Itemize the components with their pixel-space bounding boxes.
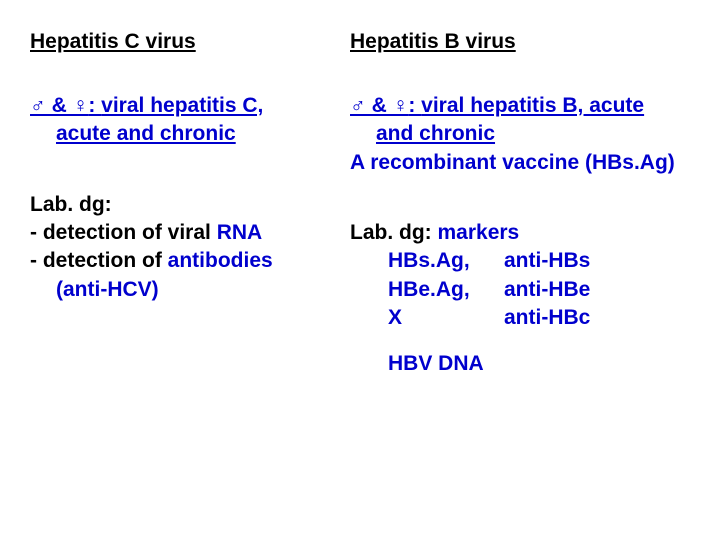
hcv-heading: Hepatitis C virus [30, 30, 196, 54]
hcv-lab-2a: - detection of [30, 249, 168, 272]
hbv-clinical-line1: ♂ & ♀: viral hepatitis B, acute [350, 92, 700, 120]
hbv-lab-block: Lab. dg: markers HBs.Ag, anti-HBs HBe.Ag… [350, 219, 700, 379]
hbv-vaccine: A recombinant vaccine (HBs.Ag) [350, 149, 700, 177]
hbv-clinical-text-1: viral hepatitis B, acute [421, 94, 644, 117]
hcv-lab-item3: (anti-HCV) [30, 276, 320, 304]
right-column: Hepatitis B virus ♂ & ♀: viral hepatitis… [350, 30, 700, 379]
two-column-layout: Hepatitis C virus ♂ & ♀: viral hepatitis… [30, 30, 700, 379]
hbv-heading: Hepatitis B virus [350, 30, 516, 54]
hcv-lab-1a: - detection of viral [30, 221, 217, 244]
gender-symbols-left: ♂ & ♀ [30, 94, 88, 117]
marker-cell: HBe.Ag, [388, 276, 488, 304]
left-column: Hepatitis C virus ♂ & ♀: viral hepatitis… [30, 30, 320, 379]
hbv-clinical-block: ♂ & ♀: viral hepatitis B, acute and chro… [350, 92, 700, 177]
hbv-lab-label-line: Lab. dg: markers [350, 219, 700, 247]
hbv-dna: HBV DNA [350, 350, 700, 378]
hcv-lab-antibodies: antibodies [168, 249, 273, 272]
hcv-clinical-text-1: viral hepatitis C, [101, 94, 263, 117]
hcv-clinical-line2: acute and chronic [30, 120, 320, 148]
hcv-clinical-text-2: acute and chronic [56, 122, 236, 145]
hcv-lab-block: Lab. dg: - detection of viral RNA - dete… [30, 191, 320, 304]
hbv-markers-word: markers [432, 221, 520, 244]
gender-symbols-right: ♂ & ♀ [350, 94, 408, 117]
marker-cell: anti-HBc [504, 304, 700, 332]
hcv-lab-rna: RNA [217, 221, 263, 244]
hbv-clinical-line2: and chronic [350, 120, 700, 148]
marker-cell: anti-HBe [504, 276, 700, 304]
hbv-markers-grid: HBs.Ag, anti-HBs HBe.Ag, anti-HBe X anti… [350, 247, 700, 332]
hbv-colon: : [408, 94, 421, 117]
hcv-clinical-block: ♂ & ♀: viral hepatitis C, acute and chro… [30, 92, 320, 149]
marker-cell: HBs.Ag, [388, 247, 488, 275]
hcv-lab-item2: - detection of antibodies [30, 247, 320, 275]
marker-cell: anti-HBs [504, 247, 700, 275]
hbv-lab-label: Lab. dg: [350, 221, 432, 244]
hcv-lab-item1: - detection of viral RNA [30, 219, 320, 247]
hcv-colon: : [88, 94, 101, 117]
hcv-lab-label: Lab. dg: [30, 191, 320, 219]
hcv-clinical-line1: ♂ & ♀: viral hepatitis C, [30, 92, 320, 120]
marker-cell: X [388, 304, 488, 332]
